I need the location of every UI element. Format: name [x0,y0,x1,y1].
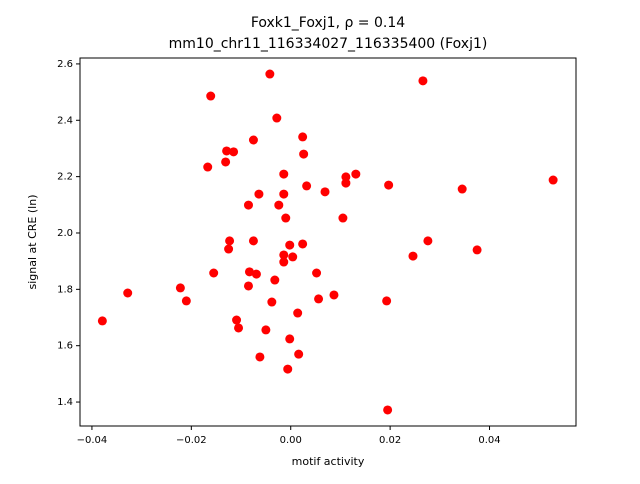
point [384,180,394,190]
point [312,268,322,278]
point [302,181,312,191]
point [243,200,253,210]
point [267,297,277,307]
point [203,162,213,172]
point [97,316,107,326]
point [229,147,239,157]
point [285,240,295,250]
point [288,252,298,262]
y-tick-label: 2.6 [57,59,73,70]
point [221,157,231,167]
point [457,184,467,194]
point [279,189,289,199]
point [418,76,428,86]
point [299,149,309,159]
chart-subtitle: mm10_chr11_116334027_116335400 (Foxj1) [169,36,488,52]
y-tick-label: 1.4 [57,397,73,408]
y-tick-label: 1.6 [57,341,73,352]
point [341,172,351,182]
point [232,315,242,325]
point [408,251,418,261]
point [181,296,191,306]
point [265,69,275,79]
point [261,325,271,335]
point [206,91,216,101]
point [314,294,324,304]
point [320,187,330,197]
point [548,175,558,185]
point [341,178,351,188]
point [298,239,308,249]
point [272,113,282,123]
point [234,323,244,333]
point [244,267,254,277]
point [351,169,361,179]
point [279,257,289,267]
point [248,236,258,246]
point [222,146,232,156]
point [279,169,289,179]
x-tick-label: −0.02 [176,435,207,446]
point [279,250,289,260]
point [294,349,304,359]
x-tick-label: 0.04 [478,435,500,446]
point [298,132,308,142]
chart-title: Foxk1_Foxj1, ρ = 0.14 [251,15,405,31]
point [255,352,265,362]
point [423,236,433,246]
point [383,405,393,415]
point [283,364,293,374]
point [224,244,234,254]
point [248,135,258,145]
point [293,308,303,318]
y-tick-label: 2.0 [57,228,73,239]
point [274,200,284,210]
point [329,290,339,300]
point [175,283,185,293]
point [382,296,392,306]
x-tick-label: 0.00 [280,435,302,446]
y-axis-label: signal at CRE (ln) [26,195,39,290]
point [270,275,280,285]
y-tick-label: 2.2 [57,172,73,183]
point [243,281,253,291]
point [225,236,235,246]
x-axis-label: motif activity [292,455,365,468]
y-tick-label: 1.8 [57,284,73,295]
point [251,269,261,279]
y-tick-label: 2.4 [57,115,73,126]
plot-frame [79,57,577,427]
point [472,245,482,255]
point [281,213,291,223]
x-tick-label: −0.04 [77,435,108,446]
point [338,213,348,223]
point [209,268,219,278]
x-tick-label: 0.02 [379,435,401,446]
point [123,288,133,298]
point [285,334,295,344]
point [254,189,264,199]
